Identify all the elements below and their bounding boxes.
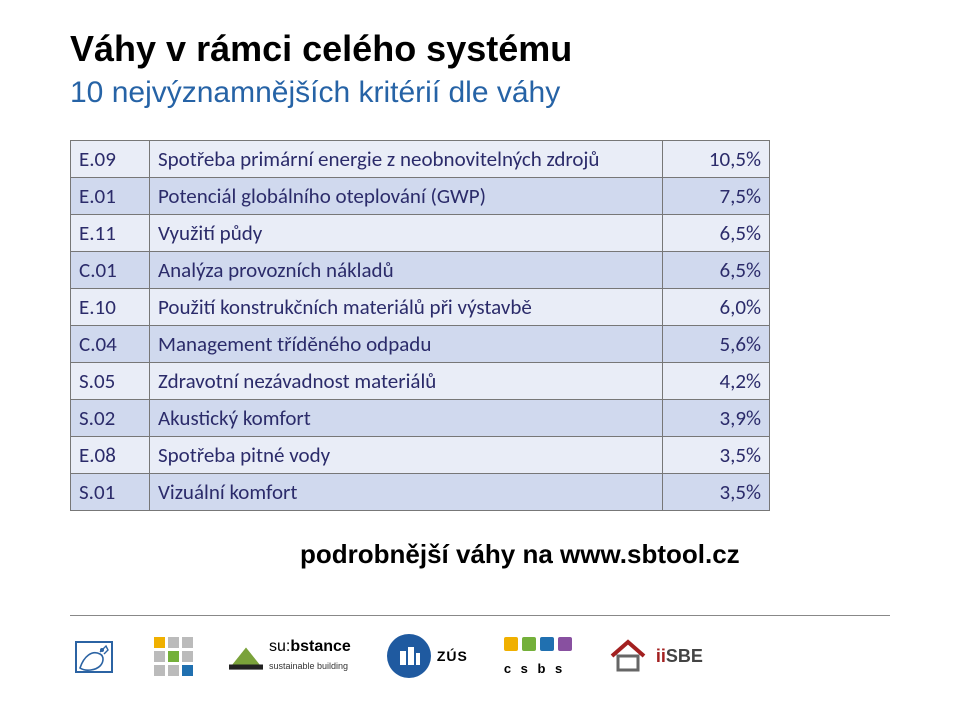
grid-square [154, 665, 165, 676]
grid-square [154, 651, 165, 662]
footer-bar: su:bstance sustainable building ZÚS [70, 615, 890, 680]
cell-code: E.11 [71, 215, 150, 252]
csbs-text: c s b s [504, 661, 565, 676]
cell-label: Spotřeba primární energie z neobnoviteln… [150, 141, 663, 178]
cell-label: Analýza provozních nákladů [150, 252, 663, 289]
building-icon [394, 641, 424, 671]
substance-text: su:bstance sustainable building [269, 638, 351, 674]
cell-value: 6,0% [663, 289, 770, 326]
cell-label: Vizuální komfort [150, 474, 663, 511]
divider [70, 615, 890, 616]
footer-note: podrobnější váhy na www.sbtool.cz [300, 539, 890, 570]
grid-logo [154, 637, 193, 676]
grid-square [154, 637, 165, 648]
cell-label: Použití konstrukčních materiálů při výst… [150, 289, 663, 326]
iisbe-ii: ii [656, 646, 666, 666]
table-row: E.11Využití půdy6,5% [71, 215, 770, 252]
cell-value: 5,6% [663, 326, 770, 363]
house-icon [229, 642, 263, 670]
csbs-square [504, 637, 518, 651]
lion-icon [70, 632, 118, 680]
page-subtitle: 10 nejvýznamnějších kritérií dle váhy [70, 76, 890, 110]
cell-code: E.08 [71, 437, 150, 474]
grid-square [182, 637, 193, 648]
grid-square [168, 651, 179, 662]
cell-code: C.01 [71, 252, 150, 289]
page-title: Váhy v rámci celého systému [70, 28, 890, 70]
csbs-square [558, 637, 572, 651]
zus-text: ZÚS [437, 648, 468, 664]
table-row: C.01Analýza provozních nákladů6,5% [71, 252, 770, 289]
cell-value: 10,5% [663, 141, 770, 178]
cell-value: 7,5% [663, 178, 770, 215]
grid-square [182, 651, 193, 662]
cell-code: E.10 [71, 289, 150, 326]
criteria-table: E.09Spotřeba primární energie z neobnovi… [70, 140, 770, 511]
cell-value: 6,5% [663, 215, 770, 252]
iisbe-house-icon [608, 638, 648, 674]
cell-label: Využití půdy [150, 215, 663, 252]
substance-tagline: sustainable building [269, 661, 348, 671]
table-row: S.02Akustický komfort3,9% [71, 400, 770, 437]
cell-label: Spotřeba pitné vody [150, 437, 663, 474]
csbs-square [522, 637, 536, 651]
logo-row: su:bstance sustainable building ZÚS [70, 632, 890, 680]
cell-code: E.01 [71, 178, 150, 215]
zus-logo: ZÚS [387, 634, 468, 678]
cell-label: Management tříděného odpadu [150, 326, 663, 363]
substance-logo: su:bstance sustainable building [229, 638, 351, 674]
csbs-logo: c s b s [504, 637, 572, 676]
table-row: E.10Použití konstrukčních materiálů při … [71, 289, 770, 326]
table-row: E.01Potenciál globálního oteplování (GWP… [71, 178, 770, 215]
table-row: E.09Spotřeba primární energie z neobnovi… [71, 141, 770, 178]
cell-code: C.04 [71, 326, 150, 363]
iisbe-logo: iiSBE [608, 638, 703, 674]
cell-code: E.09 [71, 141, 150, 178]
cell-value: 3,9% [663, 400, 770, 437]
cell-code: S.01 [71, 474, 150, 511]
cell-label: Zdravotní nezávadnost materiálů [150, 363, 663, 400]
cell-value: 3,5% [663, 437, 770, 474]
table-row: S.05Zdravotní nezávadnost materiálů4,2% [71, 363, 770, 400]
cell-value: 4,2% [663, 363, 770, 400]
table-row: S.01Vizuální komfort3,5% [71, 474, 770, 511]
cell-value: 6,5% [663, 252, 770, 289]
cell-code: S.02 [71, 400, 150, 437]
cell-label: Akustický komfort [150, 400, 663, 437]
zus-circle-icon [387, 634, 431, 678]
iisbe-sbe: SBE [666, 646, 703, 666]
grid-square [168, 665, 179, 676]
table-row: C.04Management tříděného odpadu5,6% [71, 326, 770, 363]
grid-square [168, 637, 179, 648]
cell-code: S.05 [71, 363, 150, 400]
grid-square [182, 665, 193, 676]
substance-prefix: su: [269, 638, 290, 655]
cvut-logo [70, 632, 118, 680]
cell-label: Potenciál globálního oteplování (GWP) [150, 178, 663, 215]
substance-bold: bstance [290, 638, 350, 655]
slide: Váhy v rámci celého systému 10 nejvýznam… [0, 0, 960, 716]
table-row: E.08Spotřeba pitné vody3,5% [71, 437, 770, 474]
csbs-square [540, 637, 554, 651]
cell-value: 3,5% [663, 474, 770, 511]
iisbe-text: iiSBE [656, 646, 703, 667]
